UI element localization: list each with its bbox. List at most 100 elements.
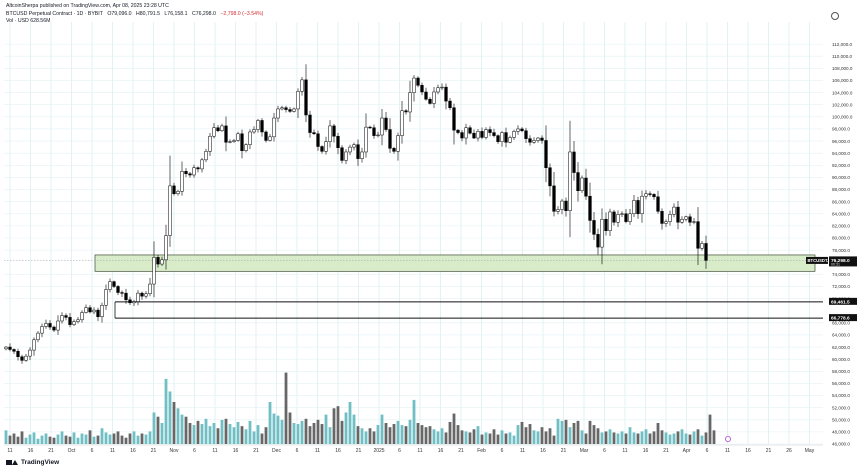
candle <box>128 299 132 304</box>
candle <box>84 307 88 313</box>
volume-bar <box>388 427 392 444</box>
volume-bar <box>600 432 604 444</box>
candle <box>604 218 608 231</box>
x-tick-label: 11 <box>417 448 422 454</box>
volume-bar <box>628 427 632 444</box>
candle <box>204 151 208 161</box>
volume-bar <box>208 426 212 444</box>
candle <box>668 214 672 222</box>
x-tick-label: 11 <box>622 448 627 454</box>
candle <box>644 193 648 197</box>
candle <box>400 110 404 136</box>
volume-bar <box>164 378 168 444</box>
candle <box>628 213 632 222</box>
y-tick-label: 94,000.0 <box>832 151 850 156</box>
y-tick-label: 60,000.0 <box>832 357 850 362</box>
volume-bar <box>424 427 428 444</box>
candle <box>372 127 376 136</box>
x-tick-label: 6 <box>603 448 606 454</box>
volume-bar <box>344 412 348 444</box>
candle <box>592 220 596 235</box>
x-tick-label: 21 <box>253 448 259 454</box>
countdown-text: 00:31 <box>831 263 840 267</box>
volume-bar <box>516 425 520 444</box>
volume-bar <box>676 431 680 444</box>
volume-bar <box>112 433 116 444</box>
volume-bar <box>308 426 312 444</box>
volume-bar <box>80 433 84 444</box>
candle <box>40 326 44 334</box>
volume-bar <box>132 431 136 444</box>
x-tick-label: Dec <box>272 448 281 454</box>
candle <box>340 147 344 161</box>
candle <box>564 200 568 211</box>
candle <box>640 195 644 215</box>
volume-bar <box>380 414 384 444</box>
candle <box>32 339 36 351</box>
x-tick-label: Oct <box>68 448 76 454</box>
volume-bar <box>4 430 8 444</box>
volume-bar <box>680 429 684 444</box>
volume-bar <box>28 434 32 444</box>
volume-bar <box>696 429 700 444</box>
y-tick-label: 108,000.0 <box>832 66 853 71</box>
volume-bar <box>216 428 220 444</box>
candle <box>496 135 500 142</box>
candle <box>200 159 204 170</box>
candle <box>212 127 216 137</box>
x-tick-label: 6 <box>706 448 709 454</box>
candle <box>112 281 116 287</box>
candle <box>104 289 108 306</box>
x-axis: 11 16 21 Oct 6 11 16 21 Nov 6 11 16 21 Dec 6 11 16 21 2025… <box>4 444 823 454</box>
candle <box>136 292 140 302</box>
candle <box>232 140 236 142</box>
volume-bar <box>440 428 444 444</box>
candle <box>268 136 272 141</box>
volume-bar <box>612 432 616 444</box>
candle <box>428 99 432 104</box>
volume-bar <box>536 431 540 444</box>
volume-bar <box>160 423 164 444</box>
y-tick-label: 112,000.0 <box>832 42 853 47</box>
candle <box>352 144 356 148</box>
x-tick-label: 2025 <box>373 448 384 454</box>
volume-bar <box>416 423 420 444</box>
symbol-badge-text: BTCUSDT.P <box>808 258 832 263</box>
symbol-name[interactable]: BTCUSD Perpetual Contract · 1D · BYBIT <box>6 11 103 17</box>
candle <box>536 137 540 141</box>
volume-bar <box>136 435 140 444</box>
candle <box>552 185 556 212</box>
volume-bar <box>480 434 484 444</box>
y-tick-label: 86,000.0 <box>832 199 850 204</box>
candle <box>44 323 48 327</box>
candle <box>324 141 328 152</box>
y-tick-label: 62,000.0 <box>832 345 850 350</box>
candle <box>520 128 524 132</box>
volume-bar <box>100 428 104 444</box>
level-tag-lower: 66,778.6 <box>829 314 857 322</box>
x-tick-label: 11 <box>520 448 525 454</box>
y-tick-label: 92,000.0 <box>832 163 850 168</box>
volume-bar <box>660 430 664 444</box>
volume-bar <box>72 432 76 444</box>
candle <box>540 137 544 141</box>
symbol-badge <box>806 256 828 264</box>
volume-bars <box>4 372 716 444</box>
candle <box>648 193 652 195</box>
x-tick-label: 21 <box>458 448 464 454</box>
settings-gear-icon[interactable] <box>831 12 839 20</box>
volume-bar <box>592 425 596 444</box>
volume-bar <box>32 432 36 444</box>
candle <box>580 177 584 191</box>
volume-bar <box>704 432 708 444</box>
footer-brand: TradingView <box>6 459 59 466</box>
volume-bar <box>616 433 620 444</box>
y-tick-label: 110,000.0 <box>832 54 853 59</box>
volume-bar <box>484 432 488 444</box>
volume-bar <box>644 429 648 444</box>
volume-bar <box>684 433 688 444</box>
candle <box>80 312 84 321</box>
candle <box>464 127 468 139</box>
volume-bar <box>44 433 48 444</box>
